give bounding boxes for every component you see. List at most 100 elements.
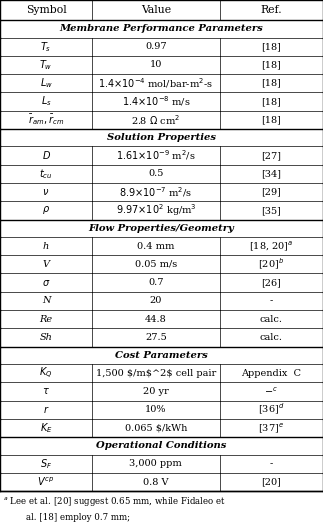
Text: Ref.: Ref. — [261, 5, 282, 15]
Text: N: N — [42, 296, 50, 305]
Text: $\tau$: $\tau$ — [42, 387, 50, 397]
Text: [37]$^e$: [37]$^e$ — [258, 421, 284, 435]
Text: 0.4 mm: 0.4 mm — [137, 242, 174, 251]
Text: $D$: $D$ — [41, 150, 51, 161]
Bar — [0, 20, 323, 38]
Text: $T_s$: $T_s$ — [40, 40, 52, 54]
Text: Cost Parameters: Cost Parameters — [115, 351, 208, 360]
Bar — [0, 473, 323, 491]
Text: 0.065 $/kWh: 0.065 $/kWh — [125, 424, 187, 433]
Text: [27]: [27] — [261, 151, 281, 160]
Text: Re: Re — [39, 315, 53, 324]
Text: calc.: calc. — [260, 315, 283, 324]
Text: $\nu$: $\nu$ — [42, 187, 50, 197]
Text: [18]: [18] — [261, 42, 281, 51]
Text: 0.5: 0.5 — [148, 169, 163, 178]
Text: $1.4{\times}10^{-4}$ mol/bar-m$^2$-s: $1.4{\times}10^{-4}$ mol/bar-m$^2$-s — [99, 76, 213, 90]
Text: $\sigma$: $\sigma$ — [42, 278, 50, 288]
Text: $S_F$: $S_F$ — [40, 457, 52, 470]
Text: [20]$^b$: [20]$^b$ — [258, 256, 284, 272]
Text: $\bar{r}_{am}, \bar{r}_{cm}$: $\bar{r}_{am}, \bar{r}_{cm}$ — [28, 113, 64, 127]
Text: 2.8 $\Omega$ cm$^2$: 2.8 $\Omega$ cm$^2$ — [131, 113, 181, 127]
Bar — [0, 0, 323, 20]
Bar — [0, 310, 323, 328]
Text: $9.97{\times}10^{2}$ kg/m$^3$: $9.97{\times}10^{2}$ kg/m$^3$ — [116, 202, 196, 218]
Text: Solution Properties: Solution Properties — [107, 133, 216, 142]
Text: Symbol: Symbol — [26, 5, 67, 15]
Bar — [0, 437, 323, 455]
Bar — [0, 292, 323, 310]
Bar — [0, 74, 323, 92]
Text: Sh: Sh — [40, 333, 52, 342]
Text: $r$: $r$ — [43, 404, 49, 415]
Text: [18]: [18] — [261, 97, 281, 106]
Text: $8.9{\times}10^{-7}$ m$^2$/s: $8.9{\times}10^{-7}$ m$^2$/s — [119, 185, 193, 199]
Text: [20]: [20] — [261, 477, 281, 486]
Text: $^a$ Lee et al. [20] suggest 0.65 mm, while Fidaleo et: $^a$ Lee et al. [20] suggest 0.65 mm, wh… — [3, 495, 226, 508]
Text: [35]: [35] — [261, 206, 281, 215]
Bar — [0, 382, 323, 400]
Bar — [0, 110, 323, 129]
Bar — [0, 237, 323, 255]
Text: 10%: 10% — [145, 405, 167, 414]
Bar — [0, 165, 323, 183]
Text: [18]: [18] — [261, 61, 281, 70]
Bar — [0, 328, 323, 347]
Bar — [0, 183, 323, 201]
Text: $\rho$: $\rho$ — [42, 204, 50, 216]
Bar — [0, 455, 323, 473]
Bar — [0, 347, 323, 364]
Text: [34]: [34] — [261, 169, 281, 178]
Bar — [0, 219, 323, 237]
Bar — [0, 56, 323, 74]
Text: Value: Value — [141, 5, 171, 15]
Text: 44.8: 44.8 — [145, 315, 167, 324]
Text: $L_s$: $L_s$ — [41, 95, 51, 108]
Bar — [0, 400, 323, 419]
Text: [18]: [18] — [261, 115, 281, 124]
Text: 3,000 ppm: 3,000 ppm — [130, 459, 182, 468]
Text: $K_E$: $K_E$ — [40, 421, 52, 435]
Text: [36]$^d$: [36]$^d$ — [258, 402, 285, 417]
Text: -: - — [270, 459, 273, 468]
Text: [18, 20]$^a$: [18, 20]$^a$ — [249, 239, 294, 253]
Text: Appendix  C: Appendix C — [241, 369, 301, 378]
Text: $L_w$: $L_w$ — [39, 76, 53, 90]
Text: 20: 20 — [150, 296, 162, 305]
Text: $-^c$: $-^c$ — [264, 387, 278, 396]
Bar — [0, 147, 323, 165]
Text: h: h — [43, 242, 49, 251]
Bar — [0, 419, 323, 437]
Text: [26]: [26] — [261, 278, 281, 287]
Text: 10: 10 — [150, 61, 162, 70]
Text: $K_Q$: $K_Q$ — [39, 366, 53, 381]
Text: 0.7: 0.7 — [148, 278, 163, 287]
Bar — [0, 38, 323, 56]
Bar — [0, 201, 323, 219]
Bar — [0, 273, 323, 292]
Text: calc.: calc. — [260, 333, 283, 342]
Text: 0.8 V: 0.8 V — [143, 477, 169, 486]
Text: 0.97: 0.97 — [145, 42, 167, 51]
Text: $1.4{\times}10^{-8}$ m/s: $1.4{\times}10^{-8}$ m/s — [121, 95, 190, 108]
Text: $V^{cp}$: $V^{cp}$ — [37, 476, 55, 488]
Text: [18]: [18] — [261, 79, 281, 88]
Bar — [0, 92, 323, 110]
Text: al. [18] employ 0.7 mm;: al. [18] employ 0.7 mm; — [26, 513, 130, 523]
Text: 27.5: 27.5 — [145, 333, 167, 342]
Text: 1,500 $/m$^2$ cell pair: 1,500 $/m$^2$ cell pair — [96, 369, 216, 378]
Text: $t_{cu}$: $t_{cu}$ — [39, 167, 53, 181]
Bar — [0, 255, 323, 273]
Text: $1.61{\times}10^{-9}$ m$^2$/s: $1.61{\times}10^{-9}$ m$^2$/s — [116, 149, 196, 162]
Text: 0.05 m/s: 0.05 m/s — [135, 260, 177, 269]
Text: Operational Conditions: Operational Conditions — [96, 441, 227, 450]
Text: Membrane Performance Parameters: Membrane Performance Parameters — [60, 24, 263, 33]
Bar — [0, 129, 323, 147]
Text: 20 yr: 20 yr — [143, 387, 169, 396]
Text: V: V — [43, 260, 49, 269]
Text: $T_w$: $T_w$ — [39, 58, 53, 72]
Bar — [0, 364, 323, 382]
Text: Flow Properties/Geometry: Flow Properties/Geometry — [89, 224, 234, 233]
Text: -: - — [270, 296, 273, 305]
Text: [29]: [29] — [261, 187, 281, 196]
